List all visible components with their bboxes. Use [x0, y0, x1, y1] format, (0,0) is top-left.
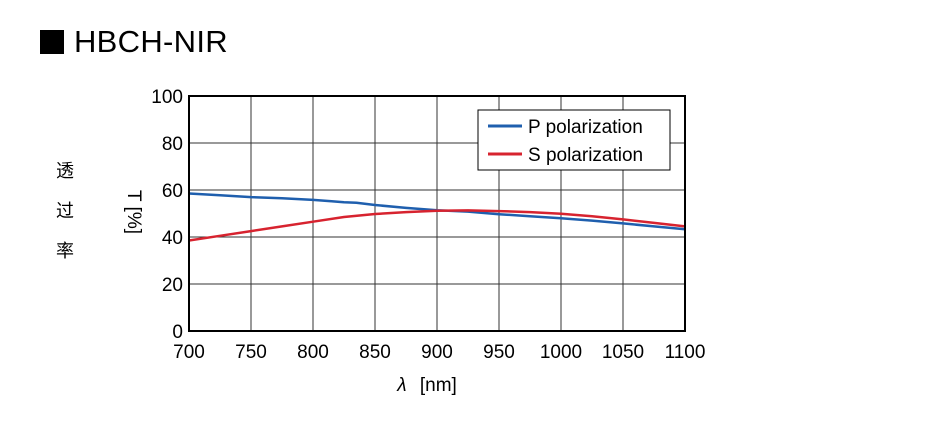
series-layer: [188, 192, 686, 242]
y-tick-label-0: 0: [172, 322, 183, 343]
x-tick-label-700: 700: [173, 342, 205, 363]
x-axis-label: λ [nm]: [396, 375, 457, 396]
legend-label-p: P polarization: [528, 117, 643, 138]
y-tick-label-20: 20: [162, 275, 183, 296]
x-tick-label-900: 900: [421, 342, 453, 363]
y-tick-label-100: 100: [151, 87, 183, 108]
title-square-icon: [40, 30, 64, 54]
y-axis-label-jp-char-3: 率: [56, 241, 74, 262]
x-tick-label-950: 950: [483, 342, 515, 363]
x-axis-label-unit: [nm]: [420, 375, 457, 396]
plot-frame: [188, 95, 686, 332]
y-axis-label-jp-char-1: 透: [56, 161, 74, 182]
y-tick-label-40: 40: [162, 228, 183, 249]
x-tick-label-750: 750: [235, 342, 267, 363]
y-axis-label-jp-char-2: 过: [56, 201, 74, 222]
series-line-s-polarization: [188, 209, 686, 242]
title-text: HBCH-NIR: [74, 24, 228, 59]
legend-box: [477, 109, 671, 171]
x-tick-label-1100: 1100: [665, 342, 706, 363]
legend-label-s: S polarization: [528, 145, 643, 166]
tick-labels: 700 750 800 850 900 950 1000 1050 1100 0 20 40 60 80 1…: [151, 87, 705, 363]
chart-title: HBCH-NIR: [40, 22, 228, 62]
x-tick-label-800: 800: [297, 342, 329, 363]
y-tick-label-80: 80: [162, 134, 183, 155]
x-tick-label-1050: 1050: [602, 342, 644, 363]
y-tick-label-60: 60: [162, 181, 183, 202]
x-tick-label-1000: 1000: [540, 342, 582, 363]
legend: P polarization S polarization: [477, 109, 671, 171]
x-axis-label-symbol: λ: [396, 375, 406, 396]
y-axis-label-jp: 透 过 率: [52, 163, 78, 283]
y-axis-label: T [%]: [123, 190, 144, 234]
series-line-p-polarization: [188, 192, 686, 231]
x-tick-label-850: 850: [359, 342, 391, 363]
